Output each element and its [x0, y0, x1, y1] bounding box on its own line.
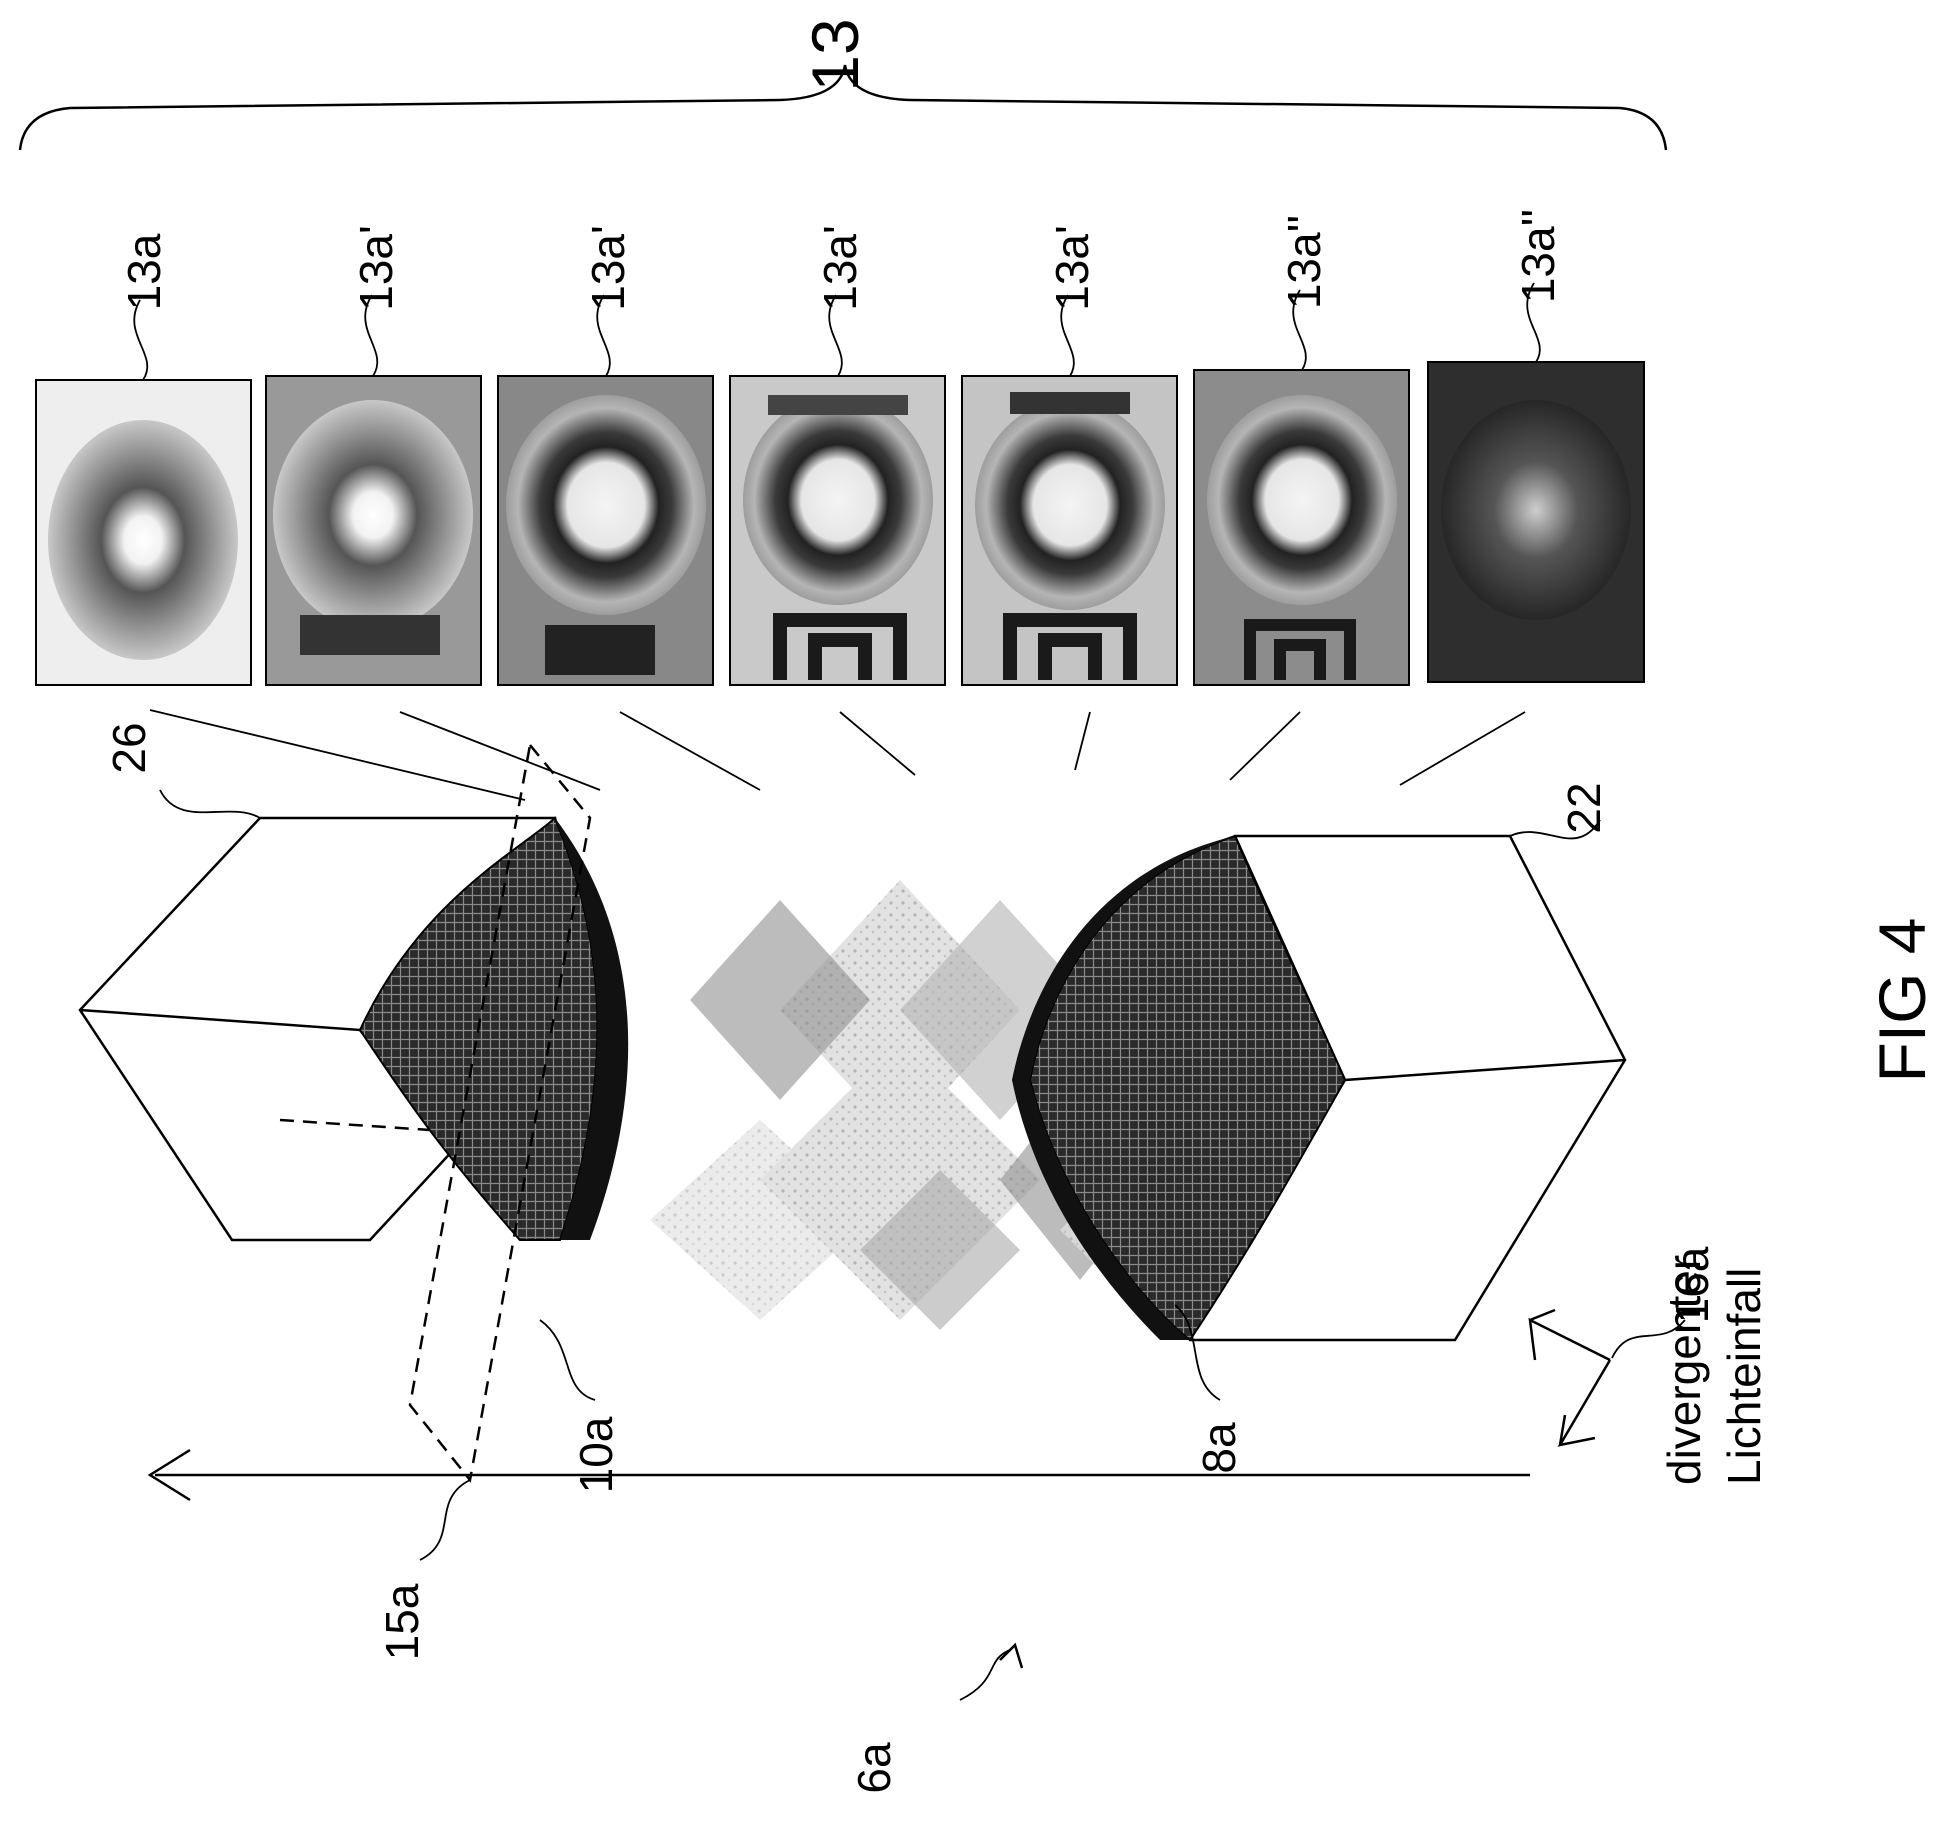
image-strip — [36, 362, 1644, 685]
label-system: 6a — [848, 1742, 900, 1794]
image-1-label: 13a — [118, 233, 170, 310]
image-2 — [266, 376, 481, 685]
image-4 — [730, 376, 945, 685]
lower-block — [1012, 836, 1625, 1340]
image-1 — [36, 380, 251, 685]
optical-axis — [150, 1450, 1530, 1500]
image-7-label: 13a'' — [1512, 209, 1564, 303]
connector-lines — [150, 710, 1525, 800]
label-lower-block: 22 — [1558, 782, 1610, 833]
image-4-label: 13a' — [814, 225, 866, 311]
incidence-text-line2: Lichteinfall — [1718, 1268, 1770, 1485]
image-2-label: 13a' — [350, 225, 402, 311]
incidence-text-line1: divergenter — [1658, 1255, 1710, 1485]
label-upper-block: 26 — [103, 722, 155, 773]
label-dashed-plane: 15a — [376, 1583, 428, 1660]
image-6-label: 13a'' — [1278, 215, 1330, 309]
figure-title: FIG 4 — [1865, 917, 1939, 1082]
label-upper-surface: 10a — [570, 1416, 622, 1493]
image-3 — [498, 376, 713, 685]
image-5-label: 13a' — [1046, 225, 1098, 311]
image-5 — [962, 376, 1177, 685]
image-6 — [1194, 370, 1409, 685]
image-7 — [1428, 362, 1644, 682]
image-3-label: 13a' — [582, 225, 634, 311]
upper-block — [80, 818, 628, 1240]
label-lower-surface: 8a — [1193, 1422, 1245, 1474]
bracket-label: 13 — [798, 18, 872, 91]
